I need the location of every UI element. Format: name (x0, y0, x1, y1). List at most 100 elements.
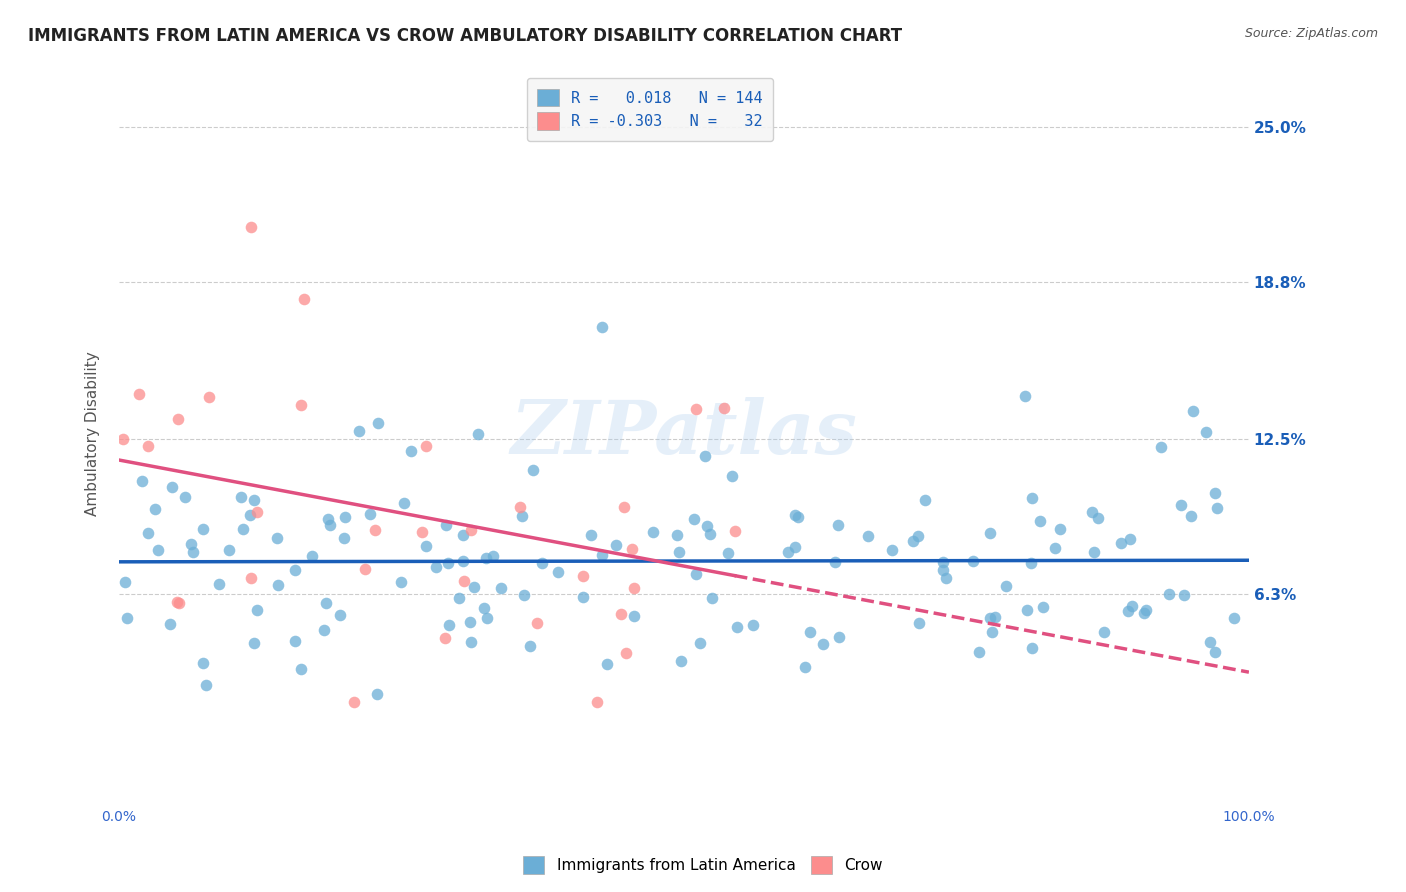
Text: ZIPatlas: ZIPatlas (510, 397, 858, 469)
Point (665, 527, 688, 541)
Point (526, 616, 548, 631)
Point (713, 401, 735, 415)
Point (415, 539, 437, 553)
Point (1021, 556, 1043, 570)
Point (475, 611, 498, 625)
Point (239, 219, 262, 234)
Point (1180, 509, 1202, 524)
Point (1199, 635, 1222, 649)
Point (437, 617, 460, 632)
Point (813, 637, 835, 651)
Point (1135, 602, 1157, 616)
Point (522, 463, 544, 477)
Point (319, 518, 342, 533)
Point (232, 522, 254, 536)
Point (353, 561, 375, 575)
Point (641, 524, 664, 539)
Point (1087, 511, 1109, 525)
Point (783, 508, 806, 522)
Point (1045, 541, 1067, 555)
Point (472, 601, 495, 615)
Point (112, 432, 135, 446)
Point (332, 531, 354, 545)
Point (463, 580, 485, 594)
Point (995, 579, 1018, 593)
Point (699, 527, 721, 541)
Point (586, 694, 609, 708)
Point (571, 591, 593, 605)
Point (364, 523, 387, 537)
Point (1204, 645, 1226, 659)
Point (292, 292, 315, 306)
Point (191, 656, 214, 670)
Point (1121, 599, 1143, 613)
Point (610, 607, 633, 621)
Point (128, 387, 150, 401)
Point (173, 490, 195, 504)
Point (347, 424, 370, 438)
Point (591, 320, 613, 334)
Point (146, 543, 169, 558)
Point (482, 549, 505, 564)
Point (613, 500, 636, 515)
Point (136, 525, 159, 540)
Point (1015, 603, 1038, 617)
Point (623, 608, 645, 623)
Point (195, 678, 218, 692)
Point (685, 566, 707, 581)
Point (266, 532, 288, 546)
Point (425, 559, 447, 574)
Point (785, 541, 807, 555)
Point (547, 565, 569, 579)
Point (208, 576, 231, 591)
Point (882, 543, 904, 558)
Text: Source: ZipAtlas.com: Source: ZipAtlas.com (1244, 27, 1378, 40)
Point (160, 480, 183, 494)
Point (1133, 607, 1156, 621)
Point (742, 618, 765, 632)
Point (284, 633, 307, 648)
Point (1182, 404, 1205, 418)
Point (669, 655, 692, 669)
Point (519, 639, 541, 653)
Point (1092, 625, 1115, 640)
Point (682, 512, 704, 526)
Legend: R =   0.018   N = 144, R = -0.303   N =   32: R = 0.018 N = 144, R = -0.303 N = 32 (527, 78, 773, 141)
Text: 100.0%: 100.0% (1223, 810, 1275, 824)
Point (1111, 536, 1133, 550)
Point (453, 574, 475, 589)
Point (342, 694, 364, 708)
Point (1173, 588, 1195, 602)
Point (437, 556, 460, 570)
Point (415, 439, 437, 453)
Point (229, 490, 252, 504)
Point (696, 518, 718, 533)
Point (614, 646, 637, 660)
Point (197, 390, 219, 404)
Point (531, 557, 554, 571)
Point (243, 636, 266, 650)
Point (914, 493, 936, 508)
Point (290, 398, 312, 412)
Point (717, 546, 740, 560)
Text: IMMIGRANTS FROM LATIN AMERICA VS CROW AMBULATORY DISABILITY CORRELATION CHART: IMMIGRANTS FROM LATIN AMERICA VS CROW AM… (28, 27, 903, 45)
Point (143, 501, 166, 516)
Point (367, 416, 389, 430)
Text: 0.0%: 0.0% (101, 810, 136, 824)
Point (167, 412, 190, 426)
Point (700, 591, 723, 605)
Point (243, 493, 266, 508)
Point (824, 555, 846, 569)
Point (856, 529, 879, 543)
Point (389, 575, 412, 590)
Point (218, 542, 240, 557)
Point (979, 526, 1001, 541)
Point (329, 607, 352, 622)
Point (509, 500, 531, 514)
Point (451, 554, 474, 568)
Point (827, 518, 849, 533)
Point (392, 496, 415, 510)
Point (114, 575, 136, 590)
Point (725, 620, 748, 634)
Point (721, 468, 744, 483)
